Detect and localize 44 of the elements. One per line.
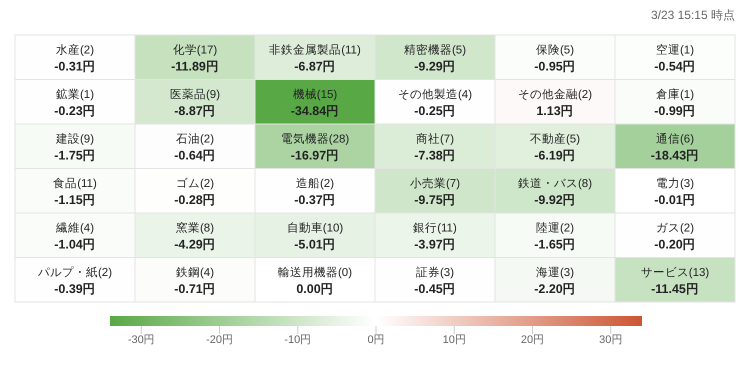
data-label: 電力(3) -0.01円	[654, 176, 696, 207]
data-label: 倉庫(1) -0.99円	[654, 86, 696, 118]
data-label: 小売業(7) -9.75円	[410, 176, 460, 207]
color-bar-label: 10円	[442, 334, 466, 346]
data-label: 海運(3) -2.20円	[534, 266, 576, 296]
data-label: 輸送用機器(0) 0.00円	[278, 266, 352, 296]
color-bar-label: 20円	[520, 334, 544, 346]
color-bar-label: -20円	[206, 334, 233, 346]
color-bar-label: -30円	[128, 334, 155, 346]
data-label: 銀行(11) -3.97円	[413, 221, 457, 252]
data-label: 空運(1) -0.54円	[654, 42, 696, 74]
data-label: ゴム(2) -0.28円	[174, 176, 216, 207]
data-label: 窯業(8) -4.29円	[174, 220, 216, 252]
data-label: 精密機器(5) -9.29円	[404, 42, 466, 74]
data-label: 鉱業(1) -0.23円	[54, 88, 96, 118]
data-label: 建設(9) -1.75円	[54, 132, 96, 162]
data-label: 陸運(2) -1.65円	[534, 221, 576, 252]
data-label: 食品(11) -1.15円	[53, 176, 97, 207]
data-label: 保険(5) -0.95円	[534, 43, 576, 74]
text: 3/23 15:15 時点	[650, 8, 735, 22]
data-label: パルプ・紙(2) -0.39円	[36, 264, 112, 296]
color-bar-label: 30円	[599, 334, 622, 346]
color-bar-label: 0円	[367, 334, 385, 346]
data-label: 鉄鋼(4) -0.71円	[174, 266, 216, 296]
data-label: 商社(7) -7.38円	[414, 131, 456, 162]
data-label: 水産(2) -0.31円	[54, 42, 96, 74]
data-label: 繊維(4) -1.04円	[54, 221, 96, 252]
color-bar-label: -10円	[284, 334, 312, 346]
data-label: 自動車(10) -5.01円	[286, 221, 344, 252]
data-label: ガス(2) -0.20円	[654, 221, 696, 252]
data-label: 石油(2) -0.64円	[174, 132, 216, 162]
data-label: 化学(17) -11.89円	[171, 43, 219, 74]
data-label: 通信(6) -18.43円	[650, 132, 700, 162]
data-label: 機械(15) -34.84円	[290, 88, 340, 118]
data-label: 鉄道・バス(8) -9.92円	[518, 176, 592, 207]
data-label: 電気機器(28) -16.97円	[280, 132, 350, 162]
data-label: 証券(3) -0.45円	[414, 266, 456, 296]
data-label: 非鉄金属製品(11) -6.87円	[269, 43, 361, 74]
data-label: 造船(2) -0.37円	[294, 176, 336, 207]
data-label: その他製造(4) -0.25円	[398, 88, 472, 118]
data-label: 不動産(5) -6.19円	[530, 131, 580, 162]
data-label: 医薬品(9) -8.87円	[170, 88, 220, 118]
data-label: その他金融(2) 1.13円	[518, 88, 592, 118]
data-label: サービス(13) -11.45円	[640, 266, 710, 296]
